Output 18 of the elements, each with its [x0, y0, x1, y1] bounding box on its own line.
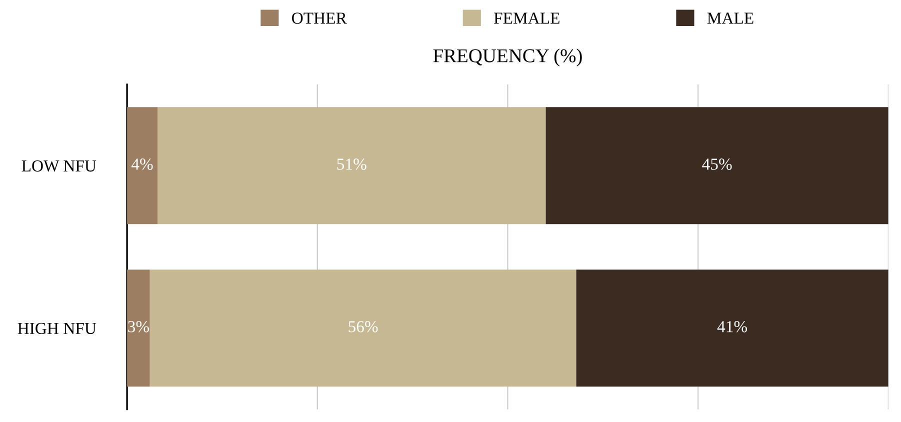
- bar: [157, 107, 546, 224]
- legend-label: FEMALE: [494, 12, 560, 24]
- data-label: 51%: [337, 158, 366, 170]
- bar: [127, 270, 150, 387]
- data-label: 4%: [131, 158, 153, 170]
- bar: [546, 107, 888, 224]
- y-tick-label: LOW NFU: [22, 160, 96, 172]
- legend-label: MALE: [707, 12, 754, 24]
- x-axis-title: FREQUENCY (%): [433, 48, 582, 66]
- bar: [576, 270, 888, 387]
- y-tick-label: HIGH NFU: [18, 322, 96, 334]
- data-label: 41%: [717, 321, 748, 332]
- data-label: 56%: [348, 321, 378, 332]
- legend-label: OTHER: [292, 12, 347, 24]
- bar: [150, 270, 576, 387]
- data-label: 45%: [702, 158, 732, 170]
- bar: [127, 107, 158, 224]
- data-label: 3%: [128, 321, 149, 332]
